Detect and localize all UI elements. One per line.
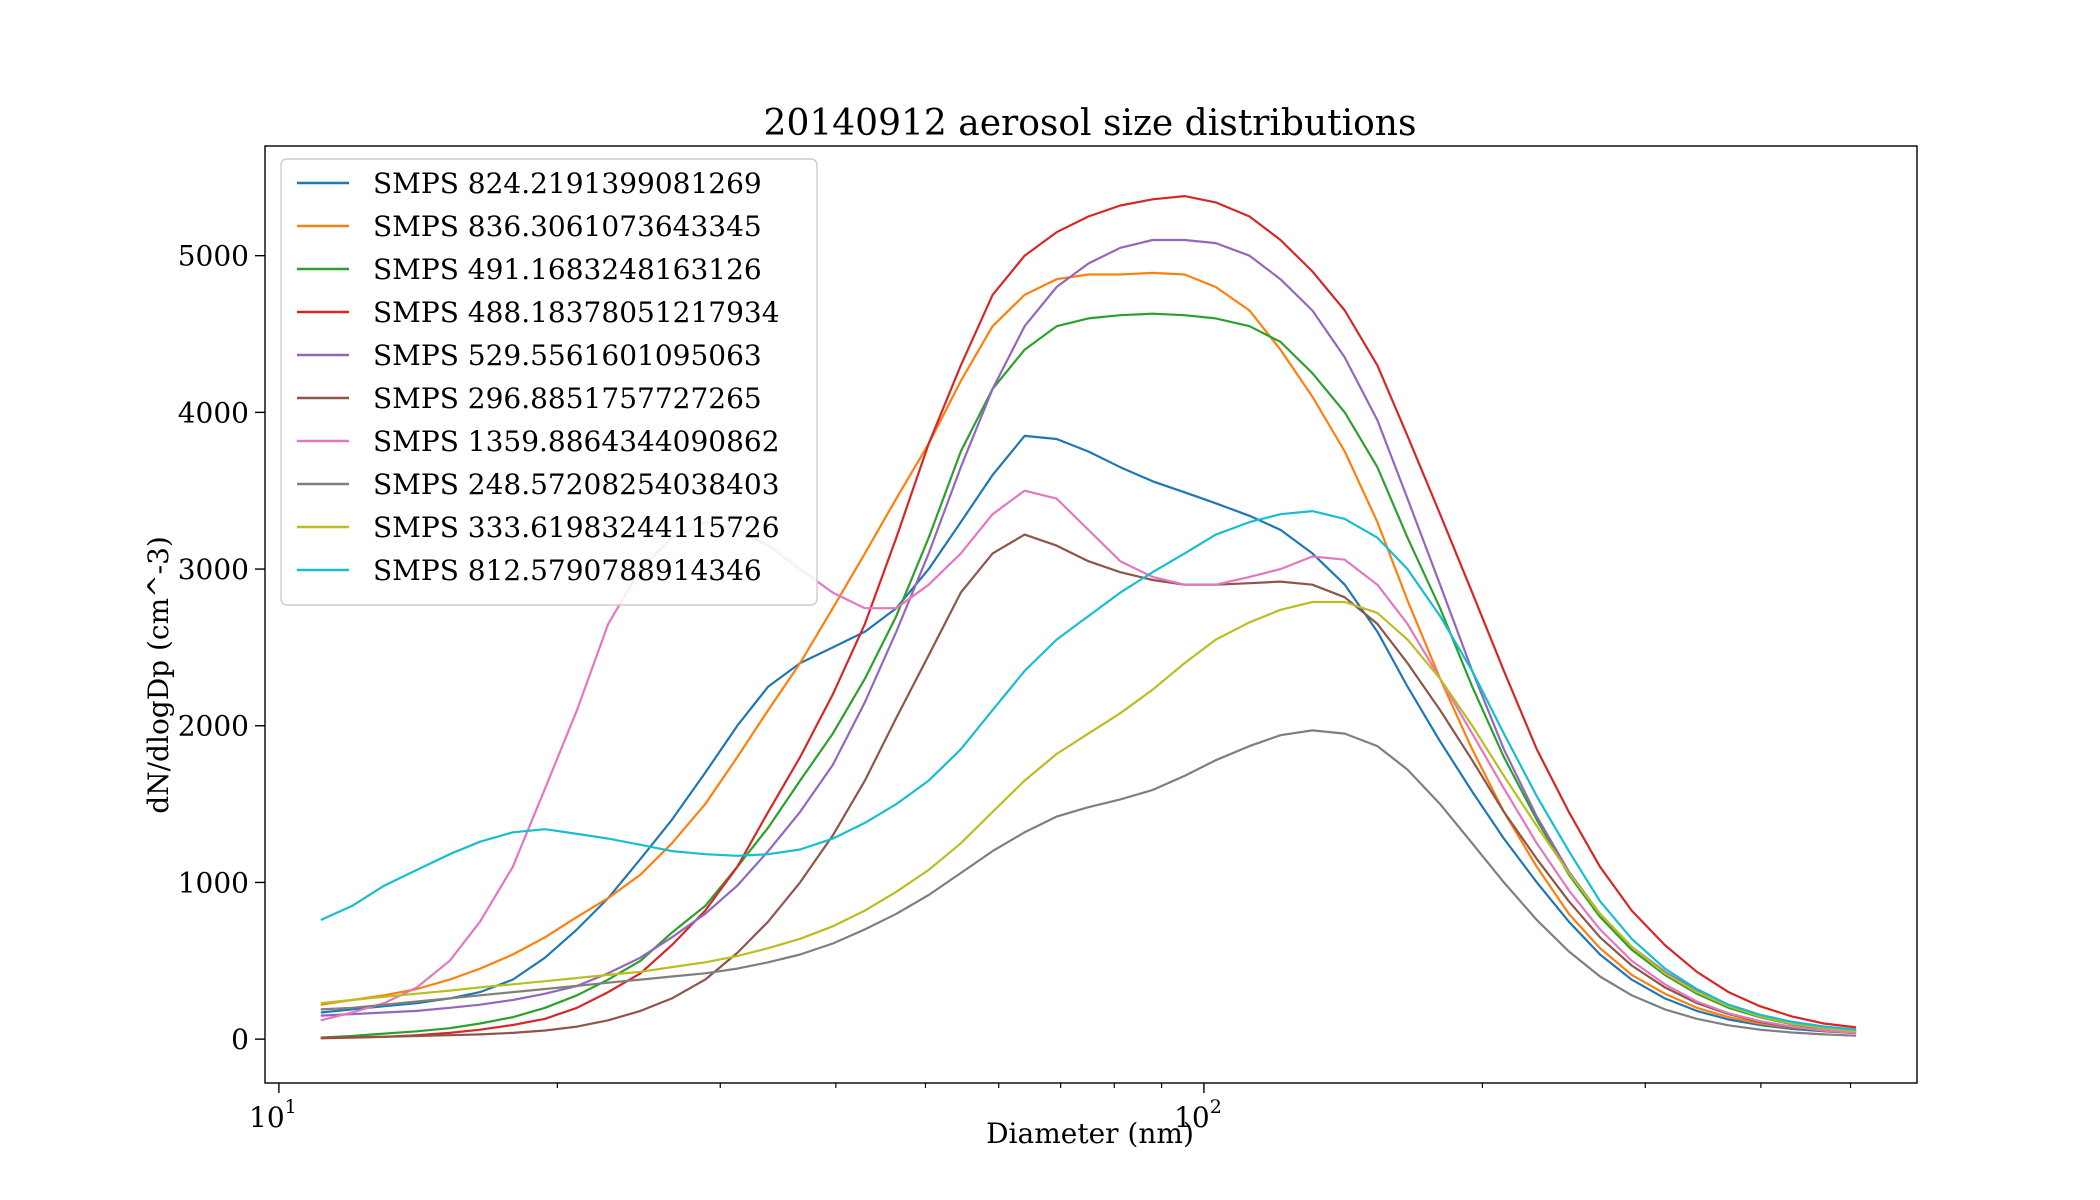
legend-entry: SMPS 488.18378051217934 — [373, 296, 780, 329]
series-line-8 — [320, 729, 1857, 1037]
legend-entry: SMPS 529.5561601095063 — [373, 339, 762, 372]
legend-entry: SMPS 836.3061073643345 — [373, 210, 762, 243]
legend-box — [280, 158, 818, 606]
legend-entry: SMPS 248.57208254038403 — [373, 468, 780, 501]
series-line-2 — [320, 271, 1857, 1034]
x-tick-label: 102 — [1174, 1096, 1222, 1134]
y-tick-label: 2000 — [178, 710, 249, 743]
legend-entry: SMPS 1359.8864344090862 — [373, 425, 780, 458]
y-tick-label: 3000 — [178, 553, 249, 586]
legend-entry: SMPS 812.5790788914346 — [373, 554, 762, 587]
legend-entry: SMPS 296.8851757727265 — [373, 382, 762, 415]
plot-frame — [264, 145, 1918, 1084]
x-axis-label: Diameter (nm) — [986, 1117, 1194, 1150]
series-line-1 — [320, 434, 1857, 1034]
y-tick-label: 1000 — [178, 866, 249, 899]
series-line-7 — [320, 489, 1857, 1034]
series-line-4 — [320, 195, 1857, 1040]
series-line-10 — [320, 510, 1857, 1031]
series-line-3 — [320, 312, 1857, 1039]
y-tick-label: 4000 — [178, 396, 249, 429]
x-axis: 101 102 — [249, 1083, 1852, 1134]
plot-area — [320, 195, 1857, 1040]
chart-title: 20140912 aerosol size distributions — [764, 103, 1417, 144]
y-axis: 0 1000 2000 3000 4000 5000 — [178, 240, 265, 1056]
y-tick-label: 0 — [231, 1023, 249, 1056]
y-axis-label: dN/dlogDp (cm^-3) — [142, 536, 175, 814]
legend-entry: SMPS 824.2191399081269 — [373, 167, 762, 200]
series-line-6 — [320, 533, 1857, 1039]
legend: SMPS 824.2191399081269 SMPS 836.306107364… — [280, 158, 818, 606]
legend-entry: SMPS 491.1683248163126 — [373, 253, 762, 286]
x-tick-label: 101 — [249, 1096, 297, 1134]
y-tick-label: 5000 — [178, 240, 249, 273]
series-line-9 — [320, 600, 1857, 1033]
legend-entry: SMPS 333.61983244115726 — [373, 511, 780, 544]
